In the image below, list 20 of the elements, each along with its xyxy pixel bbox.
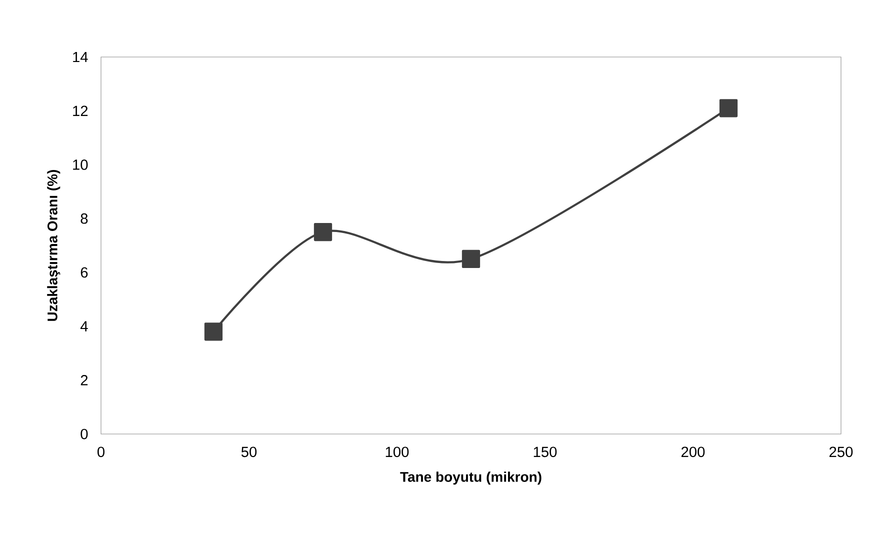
x-axis-title: Tane boyutu (mikron) [400, 472, 542, 485]
y-tick-label: 12 [73, 106, 88, 116]
y-tick-label: 2 [80, 375, 88, 386]
x-tick-label: 200 [682, 446, 705, 458]
point [719, 99, 738, 118]
y-tick-label: 14 [73, 52, 88, 62]
y-tick-label: 8 [80, 213, 88, 224]
y-tick-label: 0 [80, 428, 88, 440]
point [314, 222, 332, 242]
y-axis-title: Uzaklaştırma Oranı (%) [47, 170, 60, 321]
point [462, 250, 480, 268]
y-tick-label: 6 [80, 267, 88, 278]
x-tick-label: 150 [534, 446, 557, 458]
y-tick-label: 10 [73, 160, 88, 170]
point [204, 322, 223, 341]
y-tick-label: 4 [80, 321, 88, 332]
x-tick-label: 100 [386, 446, 409, 458]
x-tick-label: 0 [97, 446, 104, 458]
x-tick-label: 250 [830, 446, 853, 458]
x-tick-label: 50 [241, 446, 257, 458]
